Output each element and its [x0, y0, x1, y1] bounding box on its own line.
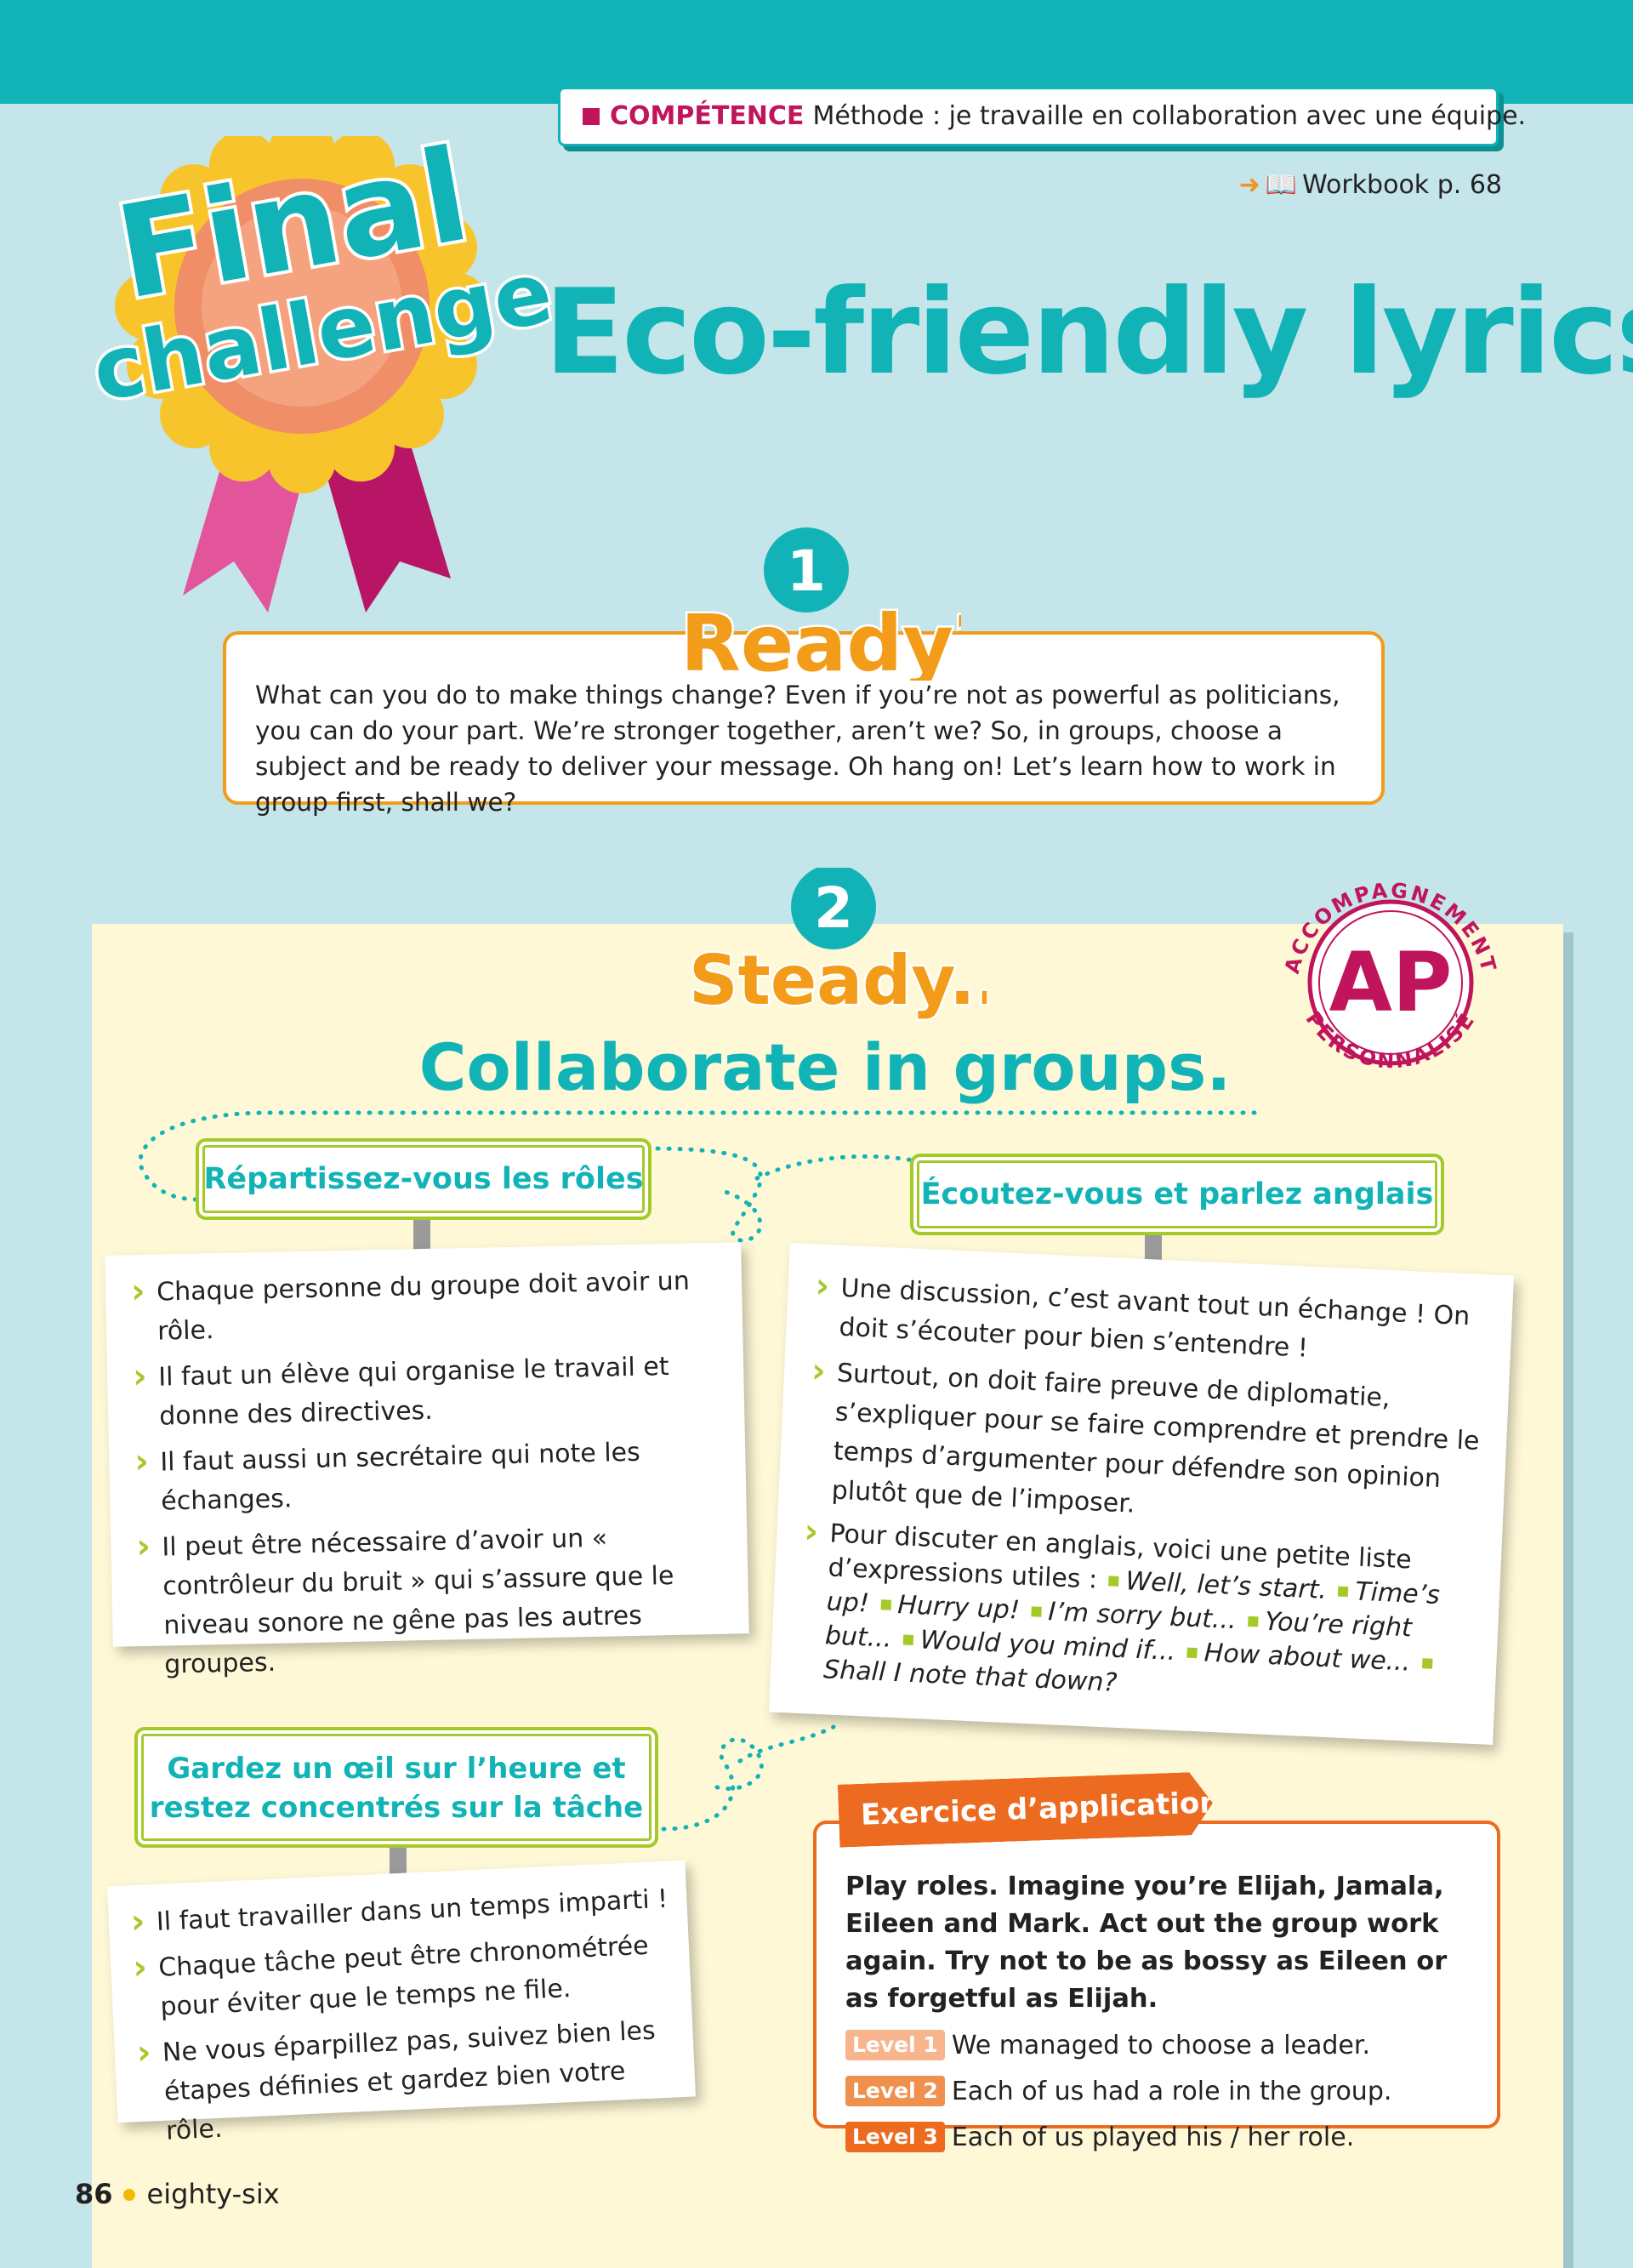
listen-heading: Écoutez-vous et parlez anglais	[910, 1154, 1444, 1235]
ready-intro-text: What can you do to make things change? E…	[255, 681, 1340, 817]
square-bullet-icon	[1247, 1616, 1259, 1627]
square-bullet-icon	[1421, 1658, 1433, 1669]
square-bullet-icon	[902, 1634, 914, 1646]
list-item: Chaque tâche peut être chronométrée pour…	[132, 1926, 674, 2029]
list-item: Surtout, on doit faire preuve de diploma…	[805, 1353, 1489, 1540]
expression: Well, let’s start.	[1124, 1566, 1328, 1605]
ready-heading-text: Ready?	[680, 598, 961, 681]
square-bullet-icon	[880, 1599, 891, 1610]
dotted-connector-lines	[138, 1110, 1257, 1832]
level-text: Each of us played his / her role.	[951, 2123, 1355, 2152]
page-number: 86	[75, 2178, 113, 2210]
steady-heading: 2 Steady...	[687, 868, 987, 1023]
collaborate-title: Collaborate in groups.	[418, 1029, 1232, 1105]
page-title: Eco-friendly lyrics	[544, 264, 1633, 401]
time-card: Il faut travailler dans un temps imparti…	[107, 1860, 696, 2146]
time-heading: Gardez un œil sur l’heure et restez conc…	[134, 1727, 658, 1848]
competence-label: COMPÉTENCE	[610, 101, 805, 131]
connector-stem	[413, 1220, 430, 1251]
workbook-text: Workbook p. 68	[1302, 170, 1502, 200]
list-item: Il faut aussi un secrétaire qui note les…	[134, 1432, 726, 1523]
connector-stem	[390, 1848, 407, 1878]
list-item: Il peut être nécessaire d’avoir un « con…	[136, 1517, 730, 1685]
ready-step-number: 1	[787, 539, 826, 604]
list-item: Il faut un élève qui organise le travail…	[133, 1347, 725, 1438]
exercise-box: Play roles. Imagine you’re Elijah, Jamal…	[813, 1821, 1500, 2152]
square-bullet-icon	[583, 108, 600, 125]
page-footer: 86 eighty-six	[75, 2174, 330, 2214]
ready-intro-box: What can you do to make things change? E…	[223, 631, 1385, 817]
workbook-reference[interactable]: ➜ 📖 Workbook p. 68	[1221, 167, 1502, 204]
square-bullet-icon	[1338, 1586, 1349, 1598]
steady-heading-text: Steady...	[689, 941, 987, 1020]
listen-card: Une discussion, c’est avant tout un écha…	[768, 1242, 1515, 1746]
level-row: Level 2 Each of us had a role in the grou…	[845, 2069, 1477, 2115]
level-row: Level 1 We managed to choose a leader.	[845, 2023, 1477, 2069]
competence-banner: COMPÉTENCE Méthode : je travaille en coll…	[558, 87, 1526, 146]
ap-stamp-center: AP	[1329, 935, 1453, 1030]
square-bullet-icon	[1186, 1647, 1198, 1659]
ready-heading: 1 Ready?	[679, 527, 961, 681]
list-item: Pour discuter en anglais, voici une peti…	[797, 1516, 1481, 1717]
level-text: Each of us had a role in the group.	[951, 2077, 1392, 2106]
book-icon: 📖	[1265, 170, 1298, 200]
square-bullet-icon	[1108, 1576, 1119, 1587]
expression: I’m sorry but...	[1047, 1597, 1238, 1636]
steady-step-number: 2	[814, 875, 853, 941]
rosette-badge-icon	[115, 136, 489, 613]
square-bullet-icon	[1031, 1606, 1042, 1617]
time-heading-line1: Gardez un œil sur l’heure et	[167, 1752, 626, 1786]
exercise-instruction: Play roles. Imagine you’re Elijah, Jamal…	[845, 1872, 1448, 2014]
time-heading-line2: restez concentrés sur la tâche	[149, 1791, 644, 1825]
list-item: Ne vous éparpillez pas, suivez bien les …	[136, 2010, 680, 2152]
expression: Hurry up!	[896, 1590, 1021, 1626]
ap-stamp: AP ACCOMPAGNEMENT PERSONNALISÉ	[1280, 878, 1499, 1073]
arrow-right-icon: ➜	[1238, 170, 1260, 200]
level-tag: Level 1	[845, 2030, 945, 2060]
level-tag: Level 2	[845, 2076, 945, 2106]
level-tag: Level 3	[845, 2122, 945, 2152]
level-text: We managed to choose a leader.	[951, 2031, 1370, 2060]
page-number-words: eighty-six	[146, 2178, 280, 2210]
competence-text: Méthode : je travaille en collaboration …	[812, 101, 1527, 131]
expression: How about we...	[1203, 1638, 1412, 1678]
top-banner	[0, 0, 1633, 104]
list-item: Chaque personne du groupe doit avoir un …	[131, 1262, 723, 1353]
dot-icon	[122, 2189, 135, 2201]
roles-heading: Répartissez-vous les rôles	[196, 1138, 651, 1220]
exercise-tab: Exercice d’application	[838, 1771, 1214, 1847]
level-row: Level 3 Each of us played his / her role.	[845, 2115, 1477, 2161]
roles-card: Chaque personne du groupe doit avoir un …	[105, 1242, 749, 1680]
